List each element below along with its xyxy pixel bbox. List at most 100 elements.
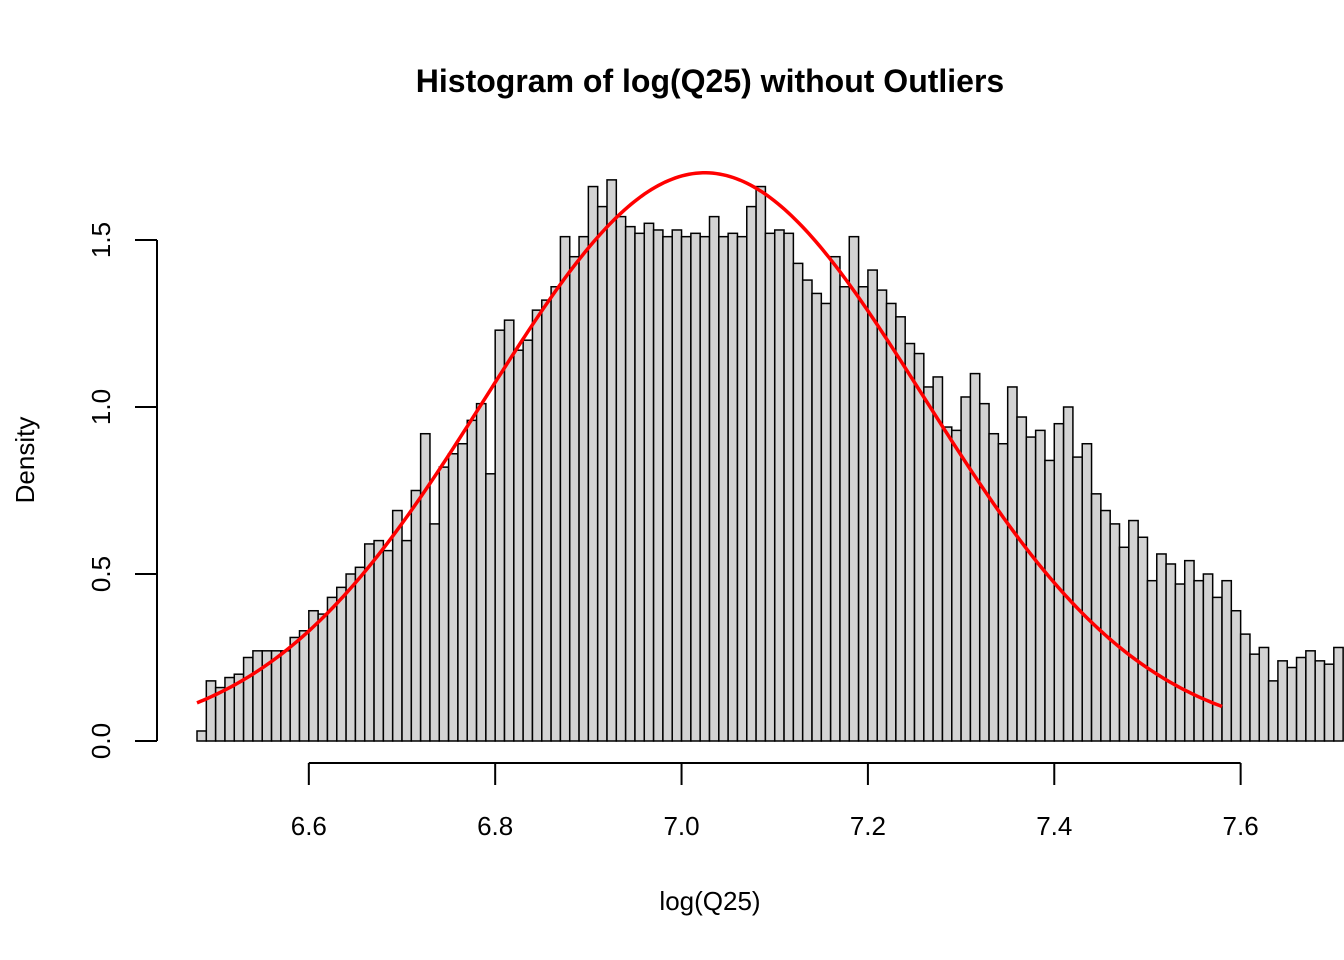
histogram-bar xyxy=(1016,416,1028,742)
x-tick-label: 7.6 xyxy=(1223,811,1259,841)
histogram-bar xyxy=(1267,680,1279,742)
histogram-bar xyxy=(1286,666,1298,742)
histogram-bar xyxy=(1044,459,1056,742)
histogram-bar xyxy=(1118,546,1130,742)
histogram-bar xyxy=(1090,493,1102,742)
y-tick-label: 0.0 xyxy=(86,723,116,759)
histogram-bar xyxy=(773,229,785,742)
histogram-bar xyxy=(336,586,347,742)
histogram-bar xyxy=(289,636,301,742)
histogram-bar xyxy=(1277,660,1288,742)
histogram-bar xyxy=(857,286,869,742)
histogram-bar xyxy=(652,229,664,742)
histogram-bar xyxy=(1128,519,1139,742)
histogram-bar xyxy=(373,539,385,742)
histogram-bar xyxy=(997,442,1009,742)
normal-density-curve xyxy=(196,171,1223,709)
histogram-bar xyxy=(541,299,552,742)
histogram-bar xyxy=(811,292,823,742)
histogram-bar xyxy=(270,650,282,742)
histogram-bar xyxy=(718,235,729,742)
histogram-bar xyxy=(941,426,953,742)
histogram-bar xyxy=(280,650,291,742)
x-tick-label: 6.8 xyxy=(477,811,513,841)
histogram-bar xyxy=(1183,559,1195,742)
histogram-bar xyxy=(1305,650,1316,742)
histogram-bar xyxy=(1211,596,1223,742)
histogram-bar xyxy=(1025,436,1037,742)
histogram-bar xyxy=(951,429,962,742)
histogram-bar xyxy=(848,235,860,742)
x-tick-label: 7.2 xyxy=(850,811,886,841)
histogram-bar xyxy=(755,185,767,742)
histogram-bar xyxy=(746,205,757,742)
histogram-bar xyxy=(839,286,851,742)
histogram-bar xyxy=(363,543,375,742)
histogram-bar xyxy=(1230,609,1242,742)
histogram-bar xyxy=(764,232,776,742)
histogram-bar xyxy=(475,402,487,742)
histogram-bar xyxy=(382,549,394,742)
histogram-bar xyxy=(923,386,934,742)
histogram-bar xyxy=(727,232,739,742)
histogram-bar xyxy=(503,319,515,742)
histogram-bar xyxy=(578,235,590,742)
x-tick-label: 7.0 xyxy=(663,811,699,841)
histogram-bar xyxy=(960,396,972,742)
histogram-bar xyxy=(1174,583,1186,742)
histogram-bar xyxy=(867,269,878,742)
histogram-bar xyxy=(932,376,944,742)
histogram-bar xyxy=(680,235,692,742)
histogram-bar xyxy=(242,656,254,742)
chart-title: Histogram of log(Q25) without Outliers xyxy=(416,63,1004,99)
histogram-bar xyxy=(1006,386,1018,742)
histogram-bar xyxy=(606,179,618,742)
histogram-bar xyxy=(1295,656,1307,742)
histogram-bar xyxy=(1323,663,1335,742)
histogram-bar xyxy=(568,255,580,742)
histogram-bar xyxy=(447,453,459,742)
histogram-bar xyxy=(522,339,534,742)
histogram-bar xyxy=(736,235,748,742)
histogram-bar xyxy=(1034,429,1046,742)
histogram-bar xyxy=(1165,563,1177,742)
y-tick-label: 1.0 xyxy=(86,389,116,425)
histogram-bar xyxy=(587,185,599,742)
histogram-bar xyxy=(699,235,711,742)
histogram-bar xyxy=(1202,573,1214,742)
y-axis: 0.0 0.5 1.0 1.5 xyxy=(86,222,158,759)
histogram-bar xyxy=(792,262,804,742)
histogram-bar xyxy=(634,232,646,742)
histogram-bar xyxy=(1221,579,1233,742)
histogram-bar xyxy=(401,539,413,742)
histogram-bar xyxy=(885,302,897,742)
histogram-bar xyxy=(1146,579,1158,742)
histogram-bar xyxy=(708,215,720,742)
histogram-bar xyxy=(559,235,571,742)
histogram-bars xyxy=(196,179,1344,742)
histogram-bar xyxy=(820,302,832,742)
histogram-bar xyxy=(690,232,701,742)
histogram-bar xyxy=(1100,509,1111,742)
histogram-bar xyxy=(978,402,990,742)
histogram-bar xyxy=(1137,536,1149,742)
y-tick-label: 1.5 xyxy=(86,222,116,258)
x-axis: 6.6 6.8 7.0 7.2 7.4 7.6 xyxy=(291,762,1259,841)
histogram-bar xyxy=(1249,653,1261,742)
histogram-bar xyxy=(252,650,263,742)
histogram-bar xyxy=(662,235,673,742)
histogram-bar xyxy=(624,225,636,742)
histogram-bar xyxy=(429,523,441,742)
histogram-bar xyxy=(1081,442,1093,742)
histogram-bar xyxy=(1109,523,1121,742)
histogram-bar xyxy=(671,229,683,742)
histogram-bar xyxy=(326,596,338,742)
histogram-bar xyxy=(438,466,450,742)
histogram-bar xyxy=(801,279,813,742)
histogram-bar xyxy=(391,509,403,742)
histogram-bar xyxy=(466,419,478,742)
histogram-bar xyxy=(419,432,431,742)
histogram-bar xyxy=(550,286,562,742)
x-tick-label: 6.6 xyxy=(291,811,327,841)
histogram-bar xyxy=(829,255,841,742)
